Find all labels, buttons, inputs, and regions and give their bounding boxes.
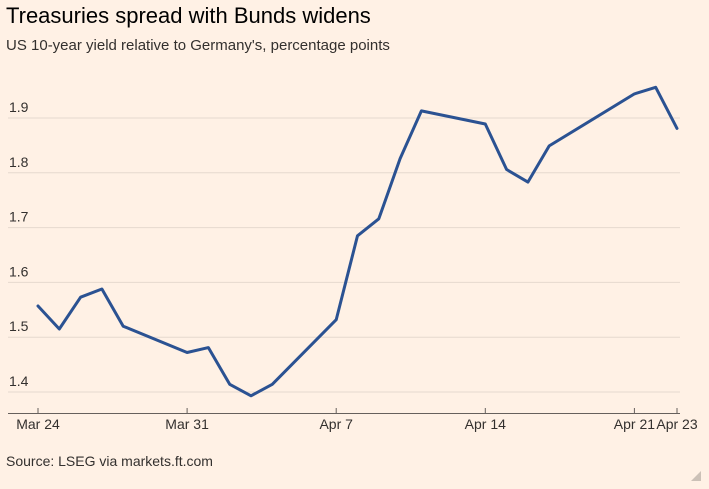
y-tick-label: 1.6 (9, 263, 29, 279)
y-tick-label: 1.5 (9, 318, 29, 334)
source-note: Source: LSEG via markets.ft.com (6, 453, 213, 469)
x-axis: Mar 24 Mar 31 Apr 7 Apr 14 Apr 21 Apr 23 (8, 408, 698, 432)
chart-title: Treasuries spread with Bunds widens (6, 3, 371, 28)
y-tick-label: 1.7 (9, 209, 29, 225)
x-tick-label: Apr 14 (465, 416, 506, 432)
series-layer (36, 85, 679, 398)
x-tick-label: Mar 24 (16, 416, 60, 432)
series-line (36, 85, 679, 398)
chart-subtitle: US 10-year yield relative to Germany's, … (6, 37, 390, 54)
y-tick-label: 1.8 (9, 154, 29, 170)
y-tick-label: 1.4 (9, 373, 29, 389)
x-tick-label: Apr 23 (656, 416, 697, 432)
gridlines (8, 117, 680, 393)
x-tick-label: Apr 21 (614, 416, 655, 432)
x-tick-label: Apr 7 (319, 416, 353, 432)
y-axis-tick-labels: 1.4 1.5 1.6 1.7 1.8 1.9 (9, 99, 29, 389)
x-tick-label: Mar 31 (165, 416, 209, 432)
y-tick-label: 1.9 (9, 99, 29, 115)
resize-corner-icon (691, 471, 701, 481)
